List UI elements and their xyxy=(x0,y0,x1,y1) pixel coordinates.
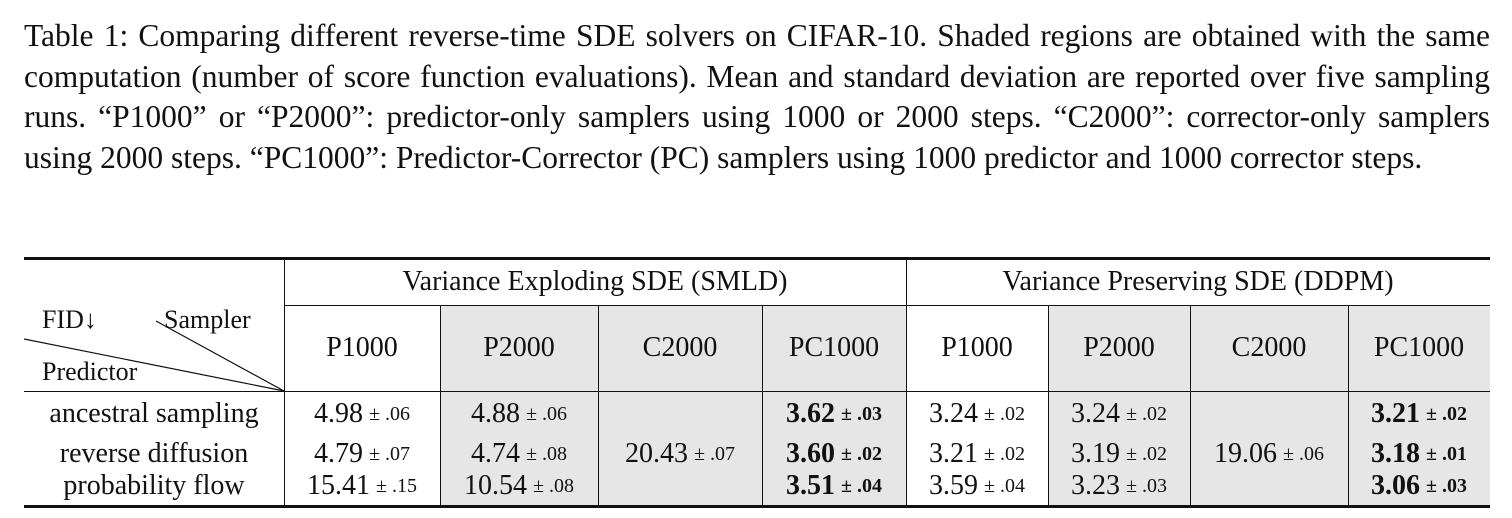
table-cell: 3.21 ± .02 xyxy=(1348,397,1490,431)
cell-std: ± .15 xyxy=(376,474,417,497)
cell-std: ± .04 xyxy=(841,474,882,497)
cell-value: 15.41 xyxy=(307,470,370,501)
cell-value: 3.21 xyxy=(929,438,978,469)
rule-vertical xyxy=(1048,305,1050,505)
cell-value: 19.06 xyxy=(1214,438,1277,469)
column-header-p2000: P2000 xyxy=(483,332,555,363)
cell-value: 10.54 xyxy=(464,470,527,501)
cell-std: ± .04 xyxy=(984,474,1025,497)
rule-vertical xyxy=(762,305,764,505)
rule-vertical xyxy=(906,257,908,505)
cell-value: 20.43 xyxy=(625,438,688,469)
cell-std: ± .02 xyxy=(1126,442,1167,465)
cell-value: 3.06 xyxy=(1371,470,1420,501)
group-header-ve: Variance Exploding SDE (SMLD) xyxy=(402,266,788,297)
column-header-p2000: P2000 xyxy=(1083,332,1155,363)
cell-std: ± .06 xyxy=(526,402,567,425)
caption-text: Table 1: Comparing different reverse-tim… xyxy=(24,18,1490,175)
table-cell: 10.54 ± .08 xyxy=(440,469,598,503)
corner-predictor-label: Predictor xyxy=(42,357,138,386)
table-cell: 20.43 ± .07 xyxy=(598,437,762,471)
table-cell: 3.21 ± .02 xyxy=(906,437,1048,471)
column-header-p1000: P1000 xyxy=(326,332,398,363)
rule-horizontal xyxy=(24,505,1490,508)
cell-value: 3.24 xyxy=(1071,398,1120,429)
column-header-c2000: C2000 xyxy=(642,332,718,363)
table-caption: Table 1: Comparing different reverse-tim… xyxy=(24,16,1490,178)
cell-std: ± .02 xyxy=(841,442,882,465)
table-cell: 3.51 ± .04 xyxy=(762,469,906,503)
rule-horizontal xyxy=(24,391,1490,393)
cell-value: 3.18 xyxy=(1371,438,1420,469)
cell-value: 3.62 xyxy=(786,398,835,429)
shaded-column xyxy=(1348,305,1490,505)
column-header-pc1000: PC1000 xyxy=(1373,332,1465,363)
table-cell: 19.06 ± .06 xyxy=(1190,437,1348,471)
cell-std: ± .01 xyxy=(1426,442,1467,465)
cell-std: ± .02 xyxy=(1126,402,1167,425)
cell-std: ± .06 xyxy=(1283,442,1324,465)
rule-horizontal xyxy=(284,305,1490,307)
predictor-label: probability flow xyxy=(63,470,245,501)
rule-vertical xyxy=(440,305,442,505)
cell-value: 3.21 xyxy=(1371,398,1420,429)
cell-value: 4.98 xyxy=(314,398,363,429)
rule-vertical xyxy=(598,305,600,505)
cell-std: ± .08 xyxy=(533,474,574,497)
corner-fid-label: FID↓ xyxy=(42,305,97,334)
cell-std: ± .03 xyxy=(841,402,882,425)
table-cell: 3.23 ± .03 xyxy=(1048,469,1190,503)
table-cell: 4.79 ± .07 xyxy=(284,437,440,471)
rule-horizontal xyxy=(24,257,1490,260)
cell-value: 4.74 xyxy=(471,438,520,469)
column-header-p1000: P1000 xyxy=(941,332,1013,363)
shaded-column xyxy=(440,305,598,505)
cell-std: ± .02 xyxy=(984,402,1025,425)
predictor-label: reverse diffusion xyxy=(59,438,249,469)
cell-value: 4.88 xyxy=(471,398,520,429)
cell-std: ± .07 xyxy=(694,442,735,465)
shaded-column xyxy=(598,305,762,505)
table-cell: 3.60 ± .02 xyxy=(762,437,906,471)
cell-value: 3.59 xyxy=(929,470,978,501)
cell-std: ± .02 xyxy=(984,442,1025,465)
cell-value: 3.24 xyxy=(929,398,978,429)
cell-std: ± .08 xyxy=(526,442,567,465)
table-cell: 3.24 ± .02 xyxy=(1048,397,1190,431)
group-header-vp: Variance Preserving SDE (DDPM) xyxy=(1002,266,1394,297)
column-header-pc1000: PC1000 xyxy=(788,332,880,363)
corner-diagonals xyxy=(24,320,285,392)
cell-std: ± .06 xyxy=(369,402,410,425)
cell-value: 4.79 xyxy=(314,438,363,469)
table-cell: 4.74 ± .08 xyxy=(440,437,598,471)
table-cell: 3.59 ± .04 xyxy=(906,469,1048,503)
rule-vertical xyxy=(1190,305,1192,505)
table-cell: 3.18 ± .01 xyxy=(1348,437,1490,471)
table-cell: 3.24 ± .02 xyxy=(906,397,1048,431)
predictor-label: ancestral sampling xyxy=(49,398,259,429)
shaded-column xyxy=(1190,305,1348,505)
table-cell: 3.62 ± .03 xyxy=(762,397,906,431)
rule-vertical xyxy=(1348,305,1350,505)
table-cell: 15.41 ± .15 xyxy=(284,469,440,503)
table-cell: 3.06 ± .03 xyxy=(1348,469,1490,503)
shaded-column xyxy=(1048,305,1190,505)
cell-std: ± .03 xyxy=(1426,474,1467,497)
rule-vertical xyxy=(284,257,286,505)
cell-std: ± .02 xyxy=(1426,402,1467,425)
corner-sampler-label: Sampler xyxy=(164,305,251,334)
cell-value: 3.19 xyxy=(1071,438,1120,469)
cell-std: ± .03 xyxy=(1126,474,1167,497)
cell-std: ± .07 xyxy=(369,442,410,465)
shaded-column xyxy=(762,305,906,505)
results-table: FID↓ Sampler Predictor Variance Explodin… xyxy=(24,257,1490,509)
table-cell: 4.88 ± .06 xyxy=(440,397,598,431)
table-cell: 3.19 ± .02 xyxy=(1048,437,1190,471)
cell-value: 3.23 xyxy=(1071,470,1120,501)
column-header-c2000: C2000 xyxy=(1231,332,1307,363)
cell-value: 3.51 xyxy=(786,470,835,501)
table-cell: 4.98 ± .06 xyxy=(284,397,440,431)
cell-value: 3.60 xyxy=(786,438,835,469)
